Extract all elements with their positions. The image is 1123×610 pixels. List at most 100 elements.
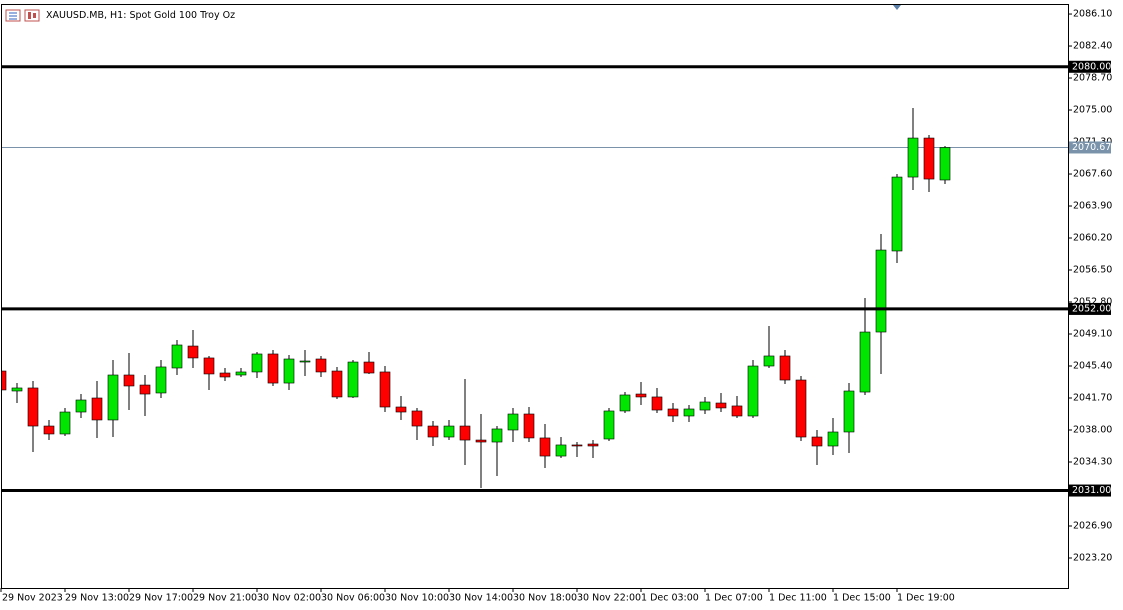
- y-tick-label: 2075.00: [1073, 105, 1112, 116]
- chart-title: XAUUSD.MB, H1: Spot Gold 100 Troy Oz: [46, 10, 235, 21]
- y-tick-label: 2023.20: [1073, 552, 1112, 563]
- candle-body: [507, 413, 519, 431]
- y-tick-label: 2063.90: [1073, 201, 1112, 212]
- y-tick-label: 2086.10: [1073, 9, 1112, 20]
- candle-body: [2, 370, 7, 391]
- x-tick-label: 29 Nov 17:00: [129, 593, 193, 604]
- shift-marker: [893, 5, 901, 10]
- y-tick-label: 2034.30: [1073, 456, 1112, 467]
- candle-body: [875, 249, 887, 333]
- candle-body: [651, 396, 663, 411]
- icon: [28, 12, 31, 19]
- candle-body: [395, 406, 407, 413]
- y-tick-label: 2082.40: [1073, 41, 1112, 52]
- candle-body: [187, 345, 199, 359]
- candle-body: [91, 397, 103, 421]
- candle-body: [139, 384, 151, 395]
- y-tick-label: 2026.90: [1073, 520, 1112, 531]
- candle-body: [491, 428, 503, 443]
- x-tick-label: 1 Dec 03:00: [641, 593, 699, 604]
- x-tick-label: 1 Dec 07:00: [705, 593, 763, 604]
- level-label: 2080.00: [1072, 61, 1111, 72]
- y-tick-label: 2060.20: [1073, 233, 1112, 244]
- y-tick-label: 2067.60: [1073, 169, 1112, 180]
- candle-body: [843, 390, 855, 433]
- candle-body: [795, 379, 807, 438]
- y-tick-label: 2052.80: [1073, 297, 1112, 308]
- candle-body: [75, 399, 87, 413]
- candle-body: [619, 394, 631, 412]
- level-label: 2031.00: [1072, 485, 1111, 496]
- candle-body: [779, 355, 791, 381]
- candle-body: [203, 357, 215, 375]
- candle-body: [267, 353, 279, 384]
- plot-frame: [1, 4, 1069, 589]
- candle-body: [907, 137, 919, 178]
- candle-body: [379, 371, 391, 408]
- last-price-label-box: [1069, 141, 1111, 154]
- candle-body: [331, 370, 343, 398]
- icon: [24, 9, 40, 22]
- y-tick-label: 2041.70: [1073, 393, 1112, 404]
- level-label-box: [1069, 60, 1111, 73]
- level-label-box: [1069, 484, 1111, 497]
- x-tick-label: 30 Nov 22:00: [577, 593, 641, 604]
- candle-body: [283, 358, 295, 384]
- candle-body: [539, 437, 551, 457]
- candle-body: [299, 360, 311, 363]
- y-tick-label: 2049.10: [1073, 329, 1112, 340]
- candle-body: [43, 425, 55, 435]
- candle-body: [731, 405, 743, 417]
- candle-body: [251, 353, 263, 373]
- level-label: 2052.00: [1072, 303, 1111, 314]
- symbol-icons: [5, 9, 40, 22]
- level-label-box: [1069, 302, 1111, 315]
- candle-body: [859, 331, 871, 393]
- candle-body: [555, 444, 567, 457]
- candle-body: [235, 371, 247, 376]
- candle-body: [475, 439, 487, 443]
- candle-body: [747, 365, 759, 417]
- candle-body: [523, 413, 535, 439]
- candle-body: [587, 443, 599, 447]
- last-price-label: 2070.67: [1072, 142, 1111, 153]
- candle-body: [59, 411, 71, 435]
- x-tick-label: 1 Dec 15:00: [833, 593, 891, 604]
- y-tick-label: 2045.40: [1073, 361, 1112, 372]
- candle-body: [667, 408, 679, 417]
- x-tick-label: 30 Nov 10:00: [385, 593, 449, 604]
- candle-body: [11, 387, 23, 392]
- candle-body: [123, 374, 135, 387]
- candle-body: [603, 410, 615, 440]
- candle-body: [155, 366, 167, 394]
- icon: [33, 13, 36, 18]
- candle-body: [459, 425, 471, 441]
- candle-body: [635, 393, 647, 398]
- candle-body: [107, 374, 119, 421]
- candle-body: [715, 402, 727, 409]
- candle-body: [347, 361, 359, 398]
- plot-area: [2, 65, 1068, 493]
- x-tick-label: 29 Nov 2023: [2, 593, 63, 604]
- y-tick-label: 2078.70: [1073, 73, 1112, 84]
- y-tick-label: 2056.50: [1073, 265, 1112, 276]
- x-tick-label: 30 Nov 18:00: [513, 593, 577, 604]
- candle-body: [939, 147, 951, 181]
- x-tick-label: 1 Dec 19:00: [897, 593, 955, 604]
- candle-body: [683, 408, 695, 417]
- candle-body: [219, 372, 231, 378]
- candle-body: [427, 425, 439, 438]
- y-tick-label: 2038.00: [1073, 425, 1112, 436]
- x-tick-label: 29 Nov 13:00: [65, 593, 129, 604]
- x-tick-label: 30 Nov 14:00: [449, 593, 513, 604]
- x-tick-label: 29 Nov 21:00: [193, 593, 257, 604]
- candle-body: [811, 436, 823, 447]
- x-tick-label: 1 Dec 11:00: [769, 593, 827, 604]
- candle-body: [763, 355, 775, 367]
- candle-body: [571, 444, 583, 447]
- candle-body: [363, 361, 375, 374]
- x-tick-label: 30 Nov 06:00: [321, 593, 385, 604]
- candle-body: [699, 401, 711, 411]
